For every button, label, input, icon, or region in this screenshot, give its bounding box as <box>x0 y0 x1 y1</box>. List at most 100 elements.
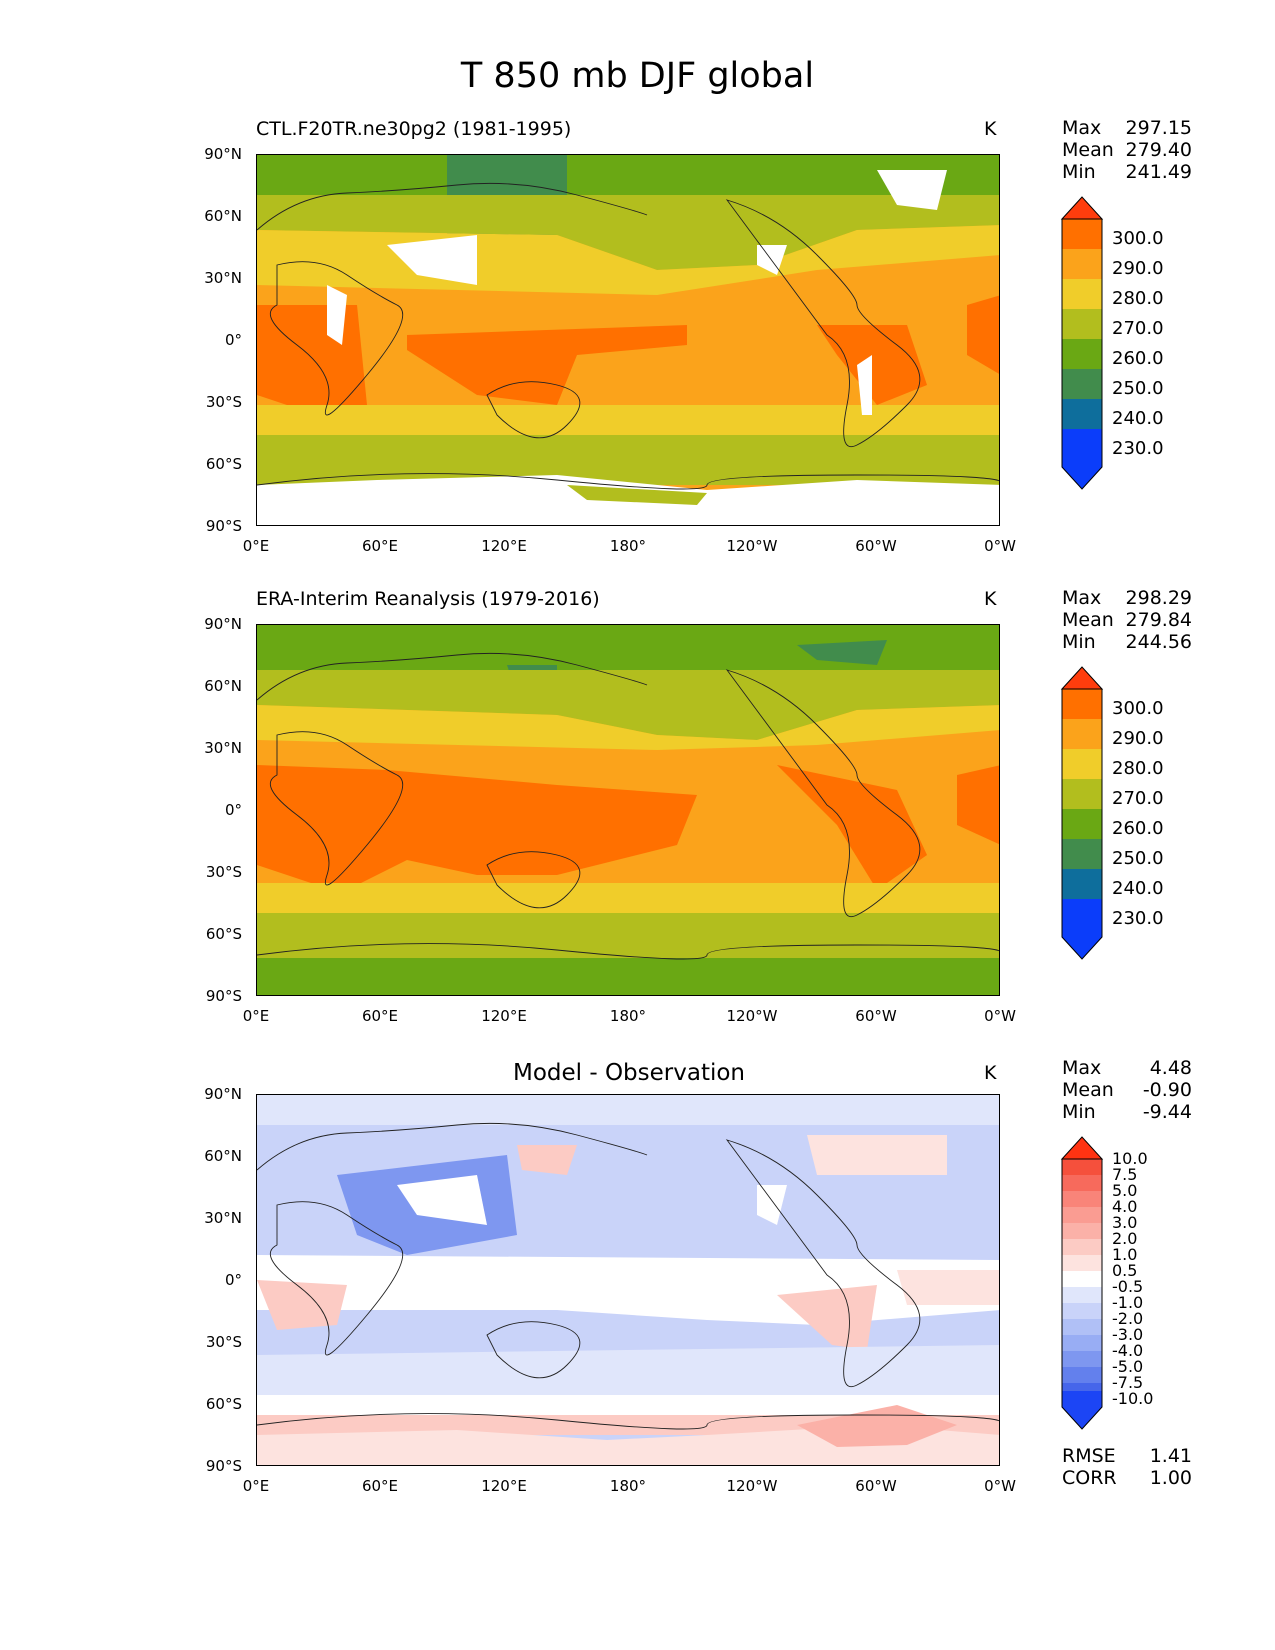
cb-label: -0.5 <box>1112 1277 1144 1296</box>
lat-tick: 60°N <box>204 1147 242 1165</box>
cb-label: 230.0 <box>1112 908 1164 929</box>
lat-tick: 30°S <box>205 863 242 881</box>
stat-value: 279.84 <box>1125 609 1192 631</box>
cb-swatch <box>1062 1223 1102 1239</box>
stats-block: Max 297.15 Mean 279.40 Min 241.49 <box>1062 117 1192 183</box>
cb-cap-top <box>1060 666 1104 690</box>
lat-tick: 0° <box>224 1271 242 1289</box>
metric-label: CORR <box>1062 1467 1117 1489</box>
map-observation <box>256 624 1000 996</box>
lon-tick: 180° <box>609 1007 647 1025</box>
lon-tick: 120°E <box>481 1477 527 1495</box>
lat-tick: 90°S <box>205 517 242 535</box>
cb-label: -5.0 <box>1112 1357 1144 1376</box>
lat-tick: 30°S <box>205 393 242 411</box>
stat-value: 297.15 <box>1125 117 1192 139</box>
panel-title: CTL.F20TR.ne30pg2 (1981-1995) <box>256 118 572 140</box>
cb-label: 250.0 <box>1112 848 1164 869</box>
lat-tick: 60°N <box>204 677 242 695</box>
stat-value: -0.90 <box>1142 1079 1192 1101</box>
stat-label: Max <box>1062 117 1102 139</box>
cb-swatch <box>1062 1351 1102 1367</box>
cb-label: 300.0 <box>1112 698 1164 719</box>
stat-label: Min <box>1062 1101 1096 1123</box>
cb-swatch <box>1062 779 1102 809</box>
cb-label: -4.0 <box>1112 1341 1144 1360</box>
lon-tick: 60°E <box>361 1007 399 1025</box>
cb-swatch <box>1062 689 1102 719</box>
cb-label: 7.5 <box>1112 1165 1138 1184</box>
cb-swatch <box>1062 399 1102 429</box>
cb-swatch <box>1062 1255 1102 1271</box>
map-difference <box>256 1094 1000 1466</box>
cb-label: 270.0 <box>1112 318 1164 339</box>
cb-label: -7.5 <box>1112 1373 1144 1392</box>
lat-tick: 90°N <box>204 145 242 163</box>
stat-label: Mean <box>1062 609 1114 631</box>
model-field <box>257 155 999 525</box>
stat-label: Max <box>1062 587 1102 609</box>
stat-value: 244.56 <box>1125 631 1192 653</box>
cb-swatch <box>1062 869 1102 899</box>
stat-value: 4.48 <box>1149 1057 1192 1079</box>
cb-swatch <box>1062 1175 1102 1191</box>
stat-label: Max <box>1062 1057 1102 1079</box>
lon-tick: 0°W <box>984 537 1016 555</box>
cb-label: -3.0 <box>1112 1325 1144 1344</box>
panel-title: Model - Observation <box>512 1060 746 1086</box>
lat-tick: 0° <box>224 801 242 819</box>
stats-block: Max 298.29 Mean 279.84 Min 244.56 <box>1062 587 1192 653</box>
cb-swatch <box>1062 1239 1102 1255</box>
cb-swatch <box>1062 1303 1102 1319</box>
cb-swatch <box>1062 1287 1102 1303</box>
stat-label: Min <box>1062 631 1096 653</box>
cb-swatch <box>1062 219 1102 249</box>
cb-cap-top <box>1060 196 1104 220</box>
cb-swatch <box>1062 749 1102 779</box>
cb-label: 5.0 <box>1112 1181 1138 1200</box>
units-label: K <box>984 118 997 140</box>
cb-swatch <box>1062 1367 1102 1383</box>
colorbar-diff <box>1060 1136 1104 1430</box>
stat-label: Mean <box>1062 1079 1114 1101</box>
cb-swatch <box>1062 369 1102 399</box>
lat-tick: 60°S <box>205 455 242 473</box>
cb-label: 290.0 <box>1112 258 1164 279</box>
cb-swatch <box>1062 719 1102 749</box>
cb-swatch <box>1062 279 1102 309</box>
cb-label: -1.0 <box>1112 1293 1144 1312</box>
cb-swatch <box>1062 1159 1102 1175</box>
cb-label: 240.0 <box>1112 878 1164 899</box>
units-label: K <box>984 1062 997 1084</box>
stat-label: Min <box>1062 161 1096 183</box>
observation-field <box>257 625 999 995</box>
colorbar-abs-2 <box>1060 666 1104 960</box>
cb-cap-top <box>1060 1136 1104 1160</box>
lat-tick: 90°S <box>205 987 242 1005</box>
lon-tick: 60°E <box>361 537 399 555</box>
figure-title: T 850 mb DJF global <box>460 56 815 96</box>
cb-label: 3.0 <box>1112 1213 1138 1232</box>
cb-label: 260.0 <box>1112 348 1164 369</box>
cb-label: 260.0 <box>1112 818 1164 839</box>
lon-tick: 120°W <box>726 537 778 555</box>
cb-swatch <box>1062 309 1102 339</box>
lat-tick: 90°N <box>204 615 242 633</box>
panel-title: ERA-Interim Reanalysis (1979-2016) <box>256 588 600 610</box>
lon-tick: 60°W <box>855 1477 897 1495</box>
stat-value: 298.29 <box>1125 587 1192 609</box>
cb-label: 250.0 <box>1112 378 1164 399</box>
metric-label: RMSE <box>1062 1445 1116 1467</box>
cb-label: 0.5 <box>1112 1261 1138 1280</box>
cb-label: -10.0 <box>1112 1389 1154 1408</box>
metrics-block: RMSE 1.41 CORR 1.00 <box>1062 1445 1192 1489</box>
cb-swatch <box>1062 339 1102 369</box>
lon-tick: 0°E <box>242 537 270 555</box>
cb-swatch <box>1062 1335 1102 1351</box>
lon-tick: 120°W <box>726 1477 778 1495</box>
panel-model: CTL.F20TR.ne30pg2 (1981-1995) K <box>0 0 1275 555</box>
lat-tick: 90°N <box>204 1085 242 1103</box>
lat-tick: 60°S <box>205 925 242 943</box>
cb-swatch <box>1062 1207 1102 1223</box>
lat-tick: 30°N <box>204 739 242 757</box>
